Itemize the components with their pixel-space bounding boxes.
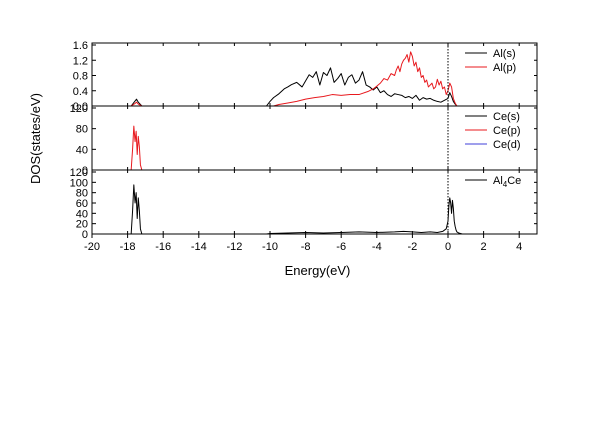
y-tick-label: 0 [82,165,88,177]
y-tick-label: 20 [76,219,88,231]
y-tick-label: 1.2 [73,55,88,67]
x-tick-label: 4 [516,241,522,253]
y-tick-label: 40 [76,208,88,220]
legend-label: Ce(d) [493,139,521,151]
y-tick-label: 0.0 [73,101,88,113]
y-tick-label: 100 [70,177,88,189]
panels: 0.0 0.4 0.8 1.2 1.6 Al(s) Al(p) 0 40 80 120 Ce(s) Ce… [70,40,538,241]
series-line-al-s- [92,67,537,107]
legend-label: Al(p) [493,62,516,74]
legend-label: Al(s) [493,48,516,60]
y-tick-label: 0 [82,229,88,241]
series-line-ce-p- [92,125,537,171]
x-tick-label: -4 [372,241,382,253]
y-tick-label: 0.4 [73,86,88,98]
y-tick-label: 80 [76,124,88,136]
x-axis: -20 -18 -16 -14 -12 -10 -8 -6 -4 -2 0 2 4 [84,234,522,253]
legend-label: Ce(s) [493,111,520,123]
legend-label: Ce(p) [493,125,521,137]
x-tick-label: -12 [226,241,242,253]
x-tick-label: -20 [84,241,100,253]
y-tick-label: 80 [76,188,88,200]
x-tick-label: 0 [445,241,451,253]
x-tick-label: 2 [481,241,487,253]
y-tick-label: 120 [70,167,88,179]
x-tick-label: -6 [336,241,346,253]
x-axis-title: Energy(eV) [285,263,351,278]
y-tick-label: 40 [76,144,88,156]
y-tick-label: 1.6 [73,40,88,52]
panel-middle: 0 40 80 120 Ce(s) Ce(p) Ce(d) [70,103,538,177]
series-line-al-p- [92,51,537,107]
legend-label: Al4Ce [493,175,521,189]
y-tick-label: 120 [70,103,88,115]
x-tick-label: -2 [408,241,418,253]
series-line-al4ce [92,184,537,235]
panel-top: 0.0 0.4 0.8 1.2 1.6 Al(s) Al(p) [73,40,538,113]
panel-frame [91,169,538,235]
x-tick-label: -16 [155,241,171,253]
y-axis-title: DOS(states/eV) [28,93,43,184]
y-tick-label: 60 [76,198,88,210]
y-tick-label: 0.8 [73,71,88,83]
x-tick-label: -18 [120,241,136,253]
x-tick-label: -14 [191,241,207,253]
x-tick-label: -10 [262,241,278,253]
x-tick-label: -8 [301,241,311,253]
